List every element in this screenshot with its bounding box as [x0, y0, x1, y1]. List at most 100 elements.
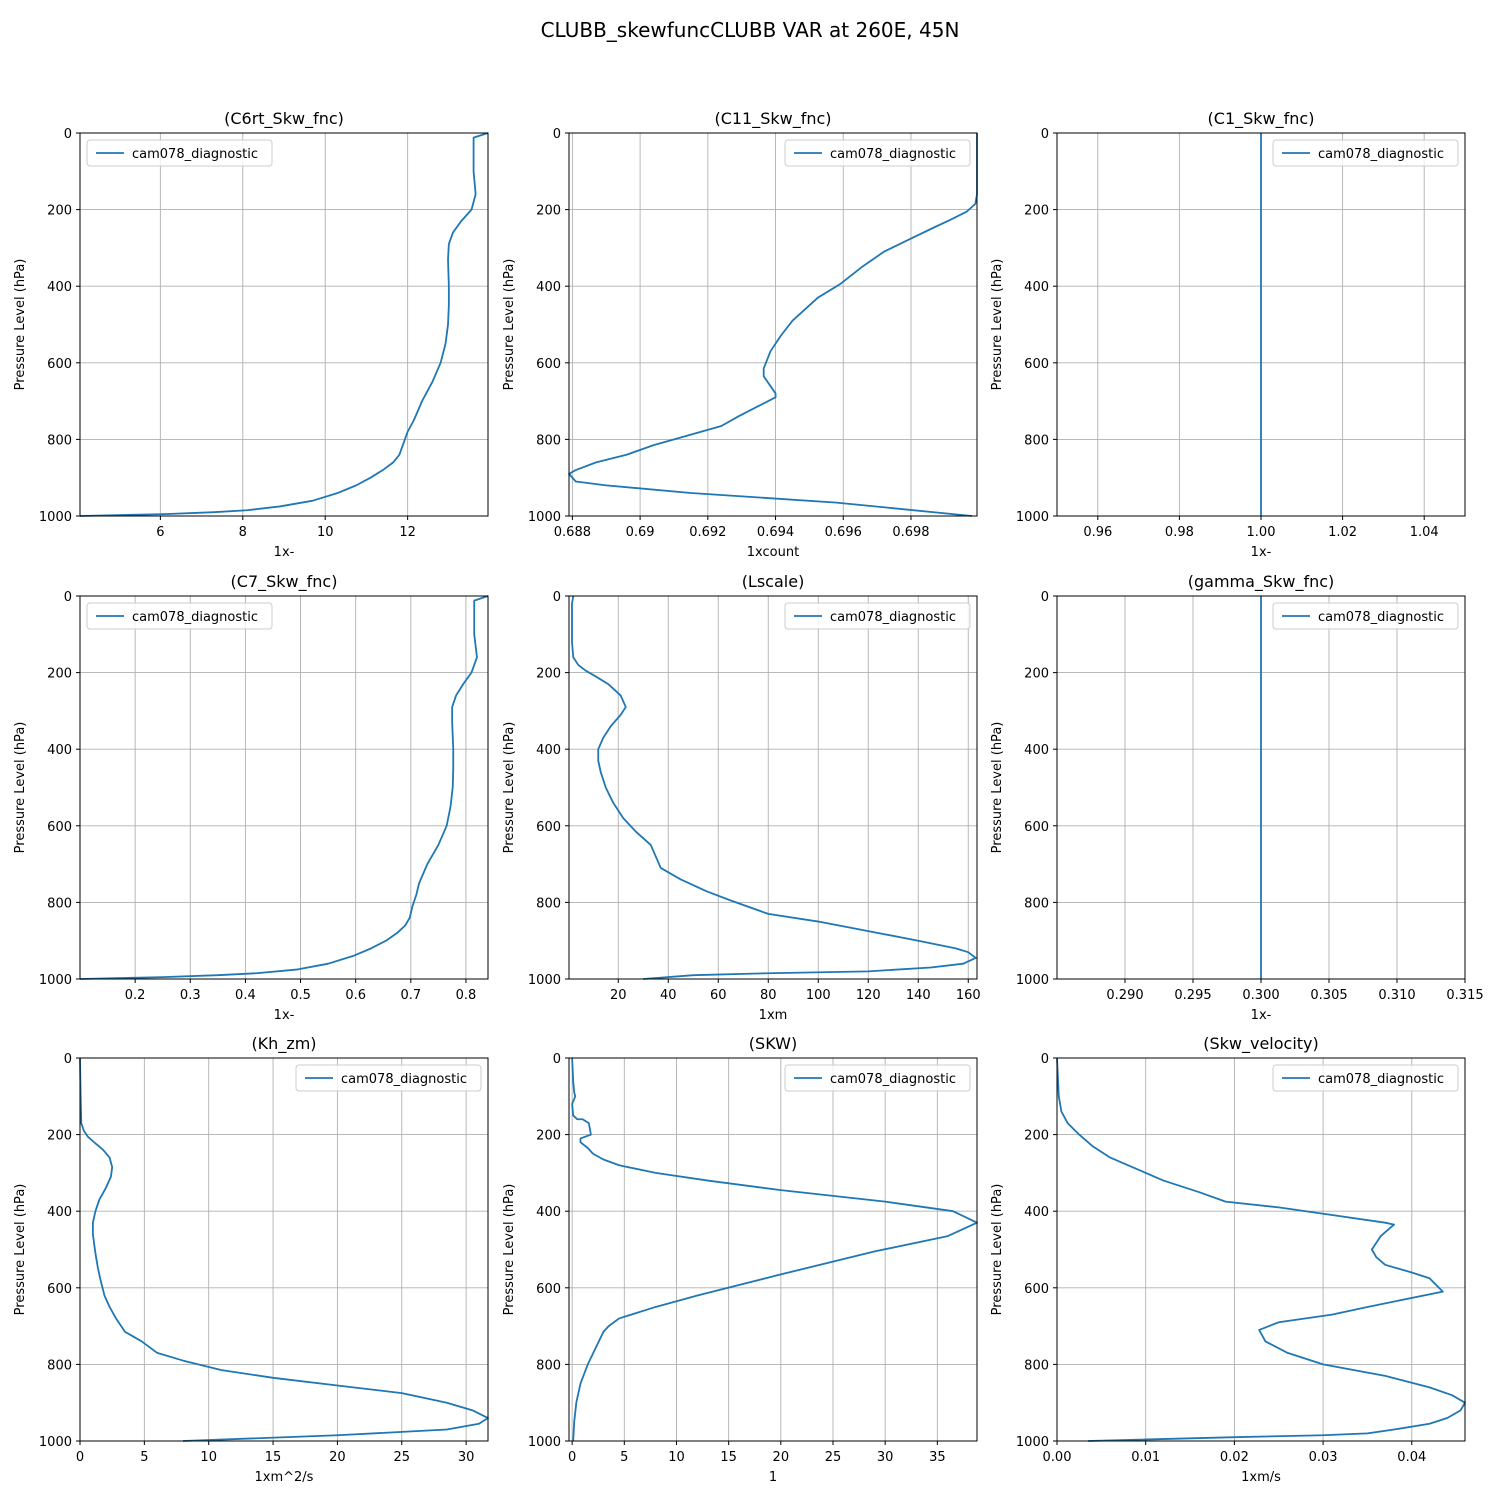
subplot-title: (C7_Skw_fnc)	[231, 572, 338, 592]
x-tick-label: 0.69	[626, 525, 655, 540]
legend-box	[784, 602, 971, 630]
series-line	[571, 1057, 978, 1442]
x-tick-label: 0.8	[456, 988, 477, 1003]
y-tick-label: 0	[553, 590, 561, 605]
legend-box	[86, 602, 273, 630]
subplot-title: (gamma_Skw_fnc)	[1188, 572, 1335, 592]
y-tick-label: 1000	[39, 510, 72, 525]
subplot-title: (SKW)	[749, 1034, 797, 1053]
subplot-2: 0.688 0.69 0.692 0.694 0.696 0.698 0 200 400 600 8…	[502, 109, 978, 560]
y-axis-label: Pressure Level (hPa)	[990, 1184, 1005, 1316]
y-tick-label: 600	[1024, 357, 1049, 372]
plot-area	[80, 1058, 488, 1441]
x-tick-label: 0.305	[1310, 988, 1347, 1003]
x-tick-label: 1.02	[1328, 525, 1357, 540]
y-axis-label: Pressure Level (hPa)	[502, 1184, 517, 1316]
x-tick-label: 0.02	[1220, 1450, 1249, 1465]
y-tick-label: 1000	[39, 973, 72, 988]
y-tick-label: 800	[47, 433, 72, 448]
x-axis-label: 1x-	[1251, 545, 1272, 560]
y-axis-label: Pressure Level (hPa)	[13, 1184, 28, 1316]
subplot-7: 0 5 10 15 20 25 30 0 200 400 600 800 1000 (Kh_zm) 1xm^…	[13, 1034, 489, 1485]
x-tick-label: 15	[720, 1450, 737, 1465]
y-tick-label: 800	[1024, 1358, 1049, 1373]
y-tick-label: 0	[1041, 127, 1049, 142]
axes-frame	[568, 1057, 978, 1442]
y-tick-label: 1000	[1016, 973, 1049, 988]
x-tick-label: 0.310	[1378, 988, 1415, 1003]
plot-area	[1057, 1058, 1465, 1441]
y-tick-label: 1000	[528, 510, 561, 525]
subplot-title: (Kh_zm)	[251, 1034, 316, 1054]
legend: cam078_diagnostic	[1272, 1064, 1459, 1092]
x-tick-label: 60	[710, 988, 727, 1003]
subplot-title: (C6rt_Skw_fnc)	[224, 109, 344, 129]
x-tick-label: 0.315	[1446, 988, 1483, 1003]
x-tick-label: 8	[239, 525, 247, 540]
x-axis-label: 1x-	[274, 1008, 295, 1023]
y-tick-label: 600	[1024, 820, 1049, 835]
subplot-3: 0.96 0.98 1.00 1.02 1.04 0 200 400 600 800 1000 (C1…	[990, 109, 1466, 560]
y-tick-label: 400	[536, 1205, 561, 1220]
legend-box	[86, 139, 273, 167]
y-tick-label: 800	[1024, 896, 1049, 911]
x-tick-label: 20	[773, 1450, 790, 1465]
subplot-9: 0.00 0.01 0.02 0.03 0.04 0 200 400 600 800 1000 (Sk…	[990, 1034, 1466, 1485]
y-tick-label: 0	[1041, 1052, 1049, 1067]
axes-frame	[568, 132, 978, 517]
subplot-6: 0.290 0.295 0.300 0.305 0.310 0.315 0 200 400 600…	[990, 572, 1484, 1023]
x-tick-label: 0.2	[125, 988, 146, 1003]
y-axis-label: Pressure Level (hPa)	[990, 259, 1005, 391]
x-axis-label: 1xm^2/s	[255, 1470, 314, 1485]
legend-box	[784, 1064, 971, 1092]
series-line	[79, 132, 489, 517]
x-tick-label: 0.300	[1242, 988, 1279, 1003]
figure-title: CLUBB_skewfuncCLUBB VAR at 260E, 45N	[541, 18, 960, 42]
y-tick-label: 0	[553, 1052, 561, 1067]
x-tick-label: 100	[806, 988, 831, 1003]
x-tick-label: 20	[610, 988, 627, 1003]
y-tick-label: 400	[1024, 743, 1049, 758]
x-tick-label: 0.7	[400, 988, 421, 1003]
legend-label: cam078_diagnostic	[1318, 1072, 1444, 1087]
axes-frame	[568, 595, 978, 980]
y-tick-label: 800	[47, 896, 72, 911]
x-tick-label: 5	[620, 1450, 628, 1465]
x-tick-label: 25	[825, 1450, 842, 1465]
x-axis-label: 1xm/s	[1241, 1470, 1281, 1485]
x-axis-label: 1xcount	[747, 545, 799, 560]
legend-label: cam078_diagnostic	[132, 610, 258, 625]
x-tick-label: 0.00	[1043, 1450, 1072, 1465]
y-tick-label: 0	[64, 127, 72, 142]
x-tick-label: 1.04	[1410, 525, 1439, 540]
x-tick-label: 0.5	[290, 988, 311, 1003]
x-tick-label: 0.01	[1131, 1450, 1160, 1465]
y-axis-label: Pressure Level (hPa)	[990, 722, 1005, 854]
legend: cam078_diagnostic	[784, 1064, 971, 1092]
subplot-title: (C1_Skw_fnc)	[1208, 109, 1315, 129]
axes-frame	[79, 1057, 489, 1442]
y-tick-label: 600	[536, 1282, 561, 1297]
x-tick-label: 30	[877, 1450, 894, 1465]
subplot-title: (Skw_velocity)	[1203, 1034, 1319, 1054]
x-tick-label: 10	[200, 1450, 217, 1465]
series-line	[79, 595, 489, 980]
x-tick-label: 40	[660, 988, 677, 1003]
y-tick-label: 1000	[1016, 1435, 1049, 1450]
plot-area	[569, 596, 977, 979]
x-tick-label: 15	[265, 1450, 282, 1465]
y-tick-label: 200	[1024, 667, 1049, 682]
x-tick-label: 0.04	[1397, 1450, 1426, 1465]
plot-area	[569, 133, 977, 516]
y-axis-label: Pressure Level (hPa)	[13, 722, 28, 854]
subplot-5: 20 40 60 80 100 120 140 160 0 200 400 600 800 1000 (Ls…	[502, 572, 981, 1023]
axes-frame	[79, 595, 489, 980]
x-tick-label: 5	[140, 1450, 148, 1465]
series-line	[571, 595, 977, 980]
series-line	[1056, 1057, 1466, 1442]
y-tick-label: 0	[64, 1052, 72, 1067]
y-axis-label: Pressure Level (hPa)	[502, 259, 517, 391]
y-tick-label: 200	[1024, 204, 1049, 219]
y-tick-label: 200	[47, 204, 72, 219]
